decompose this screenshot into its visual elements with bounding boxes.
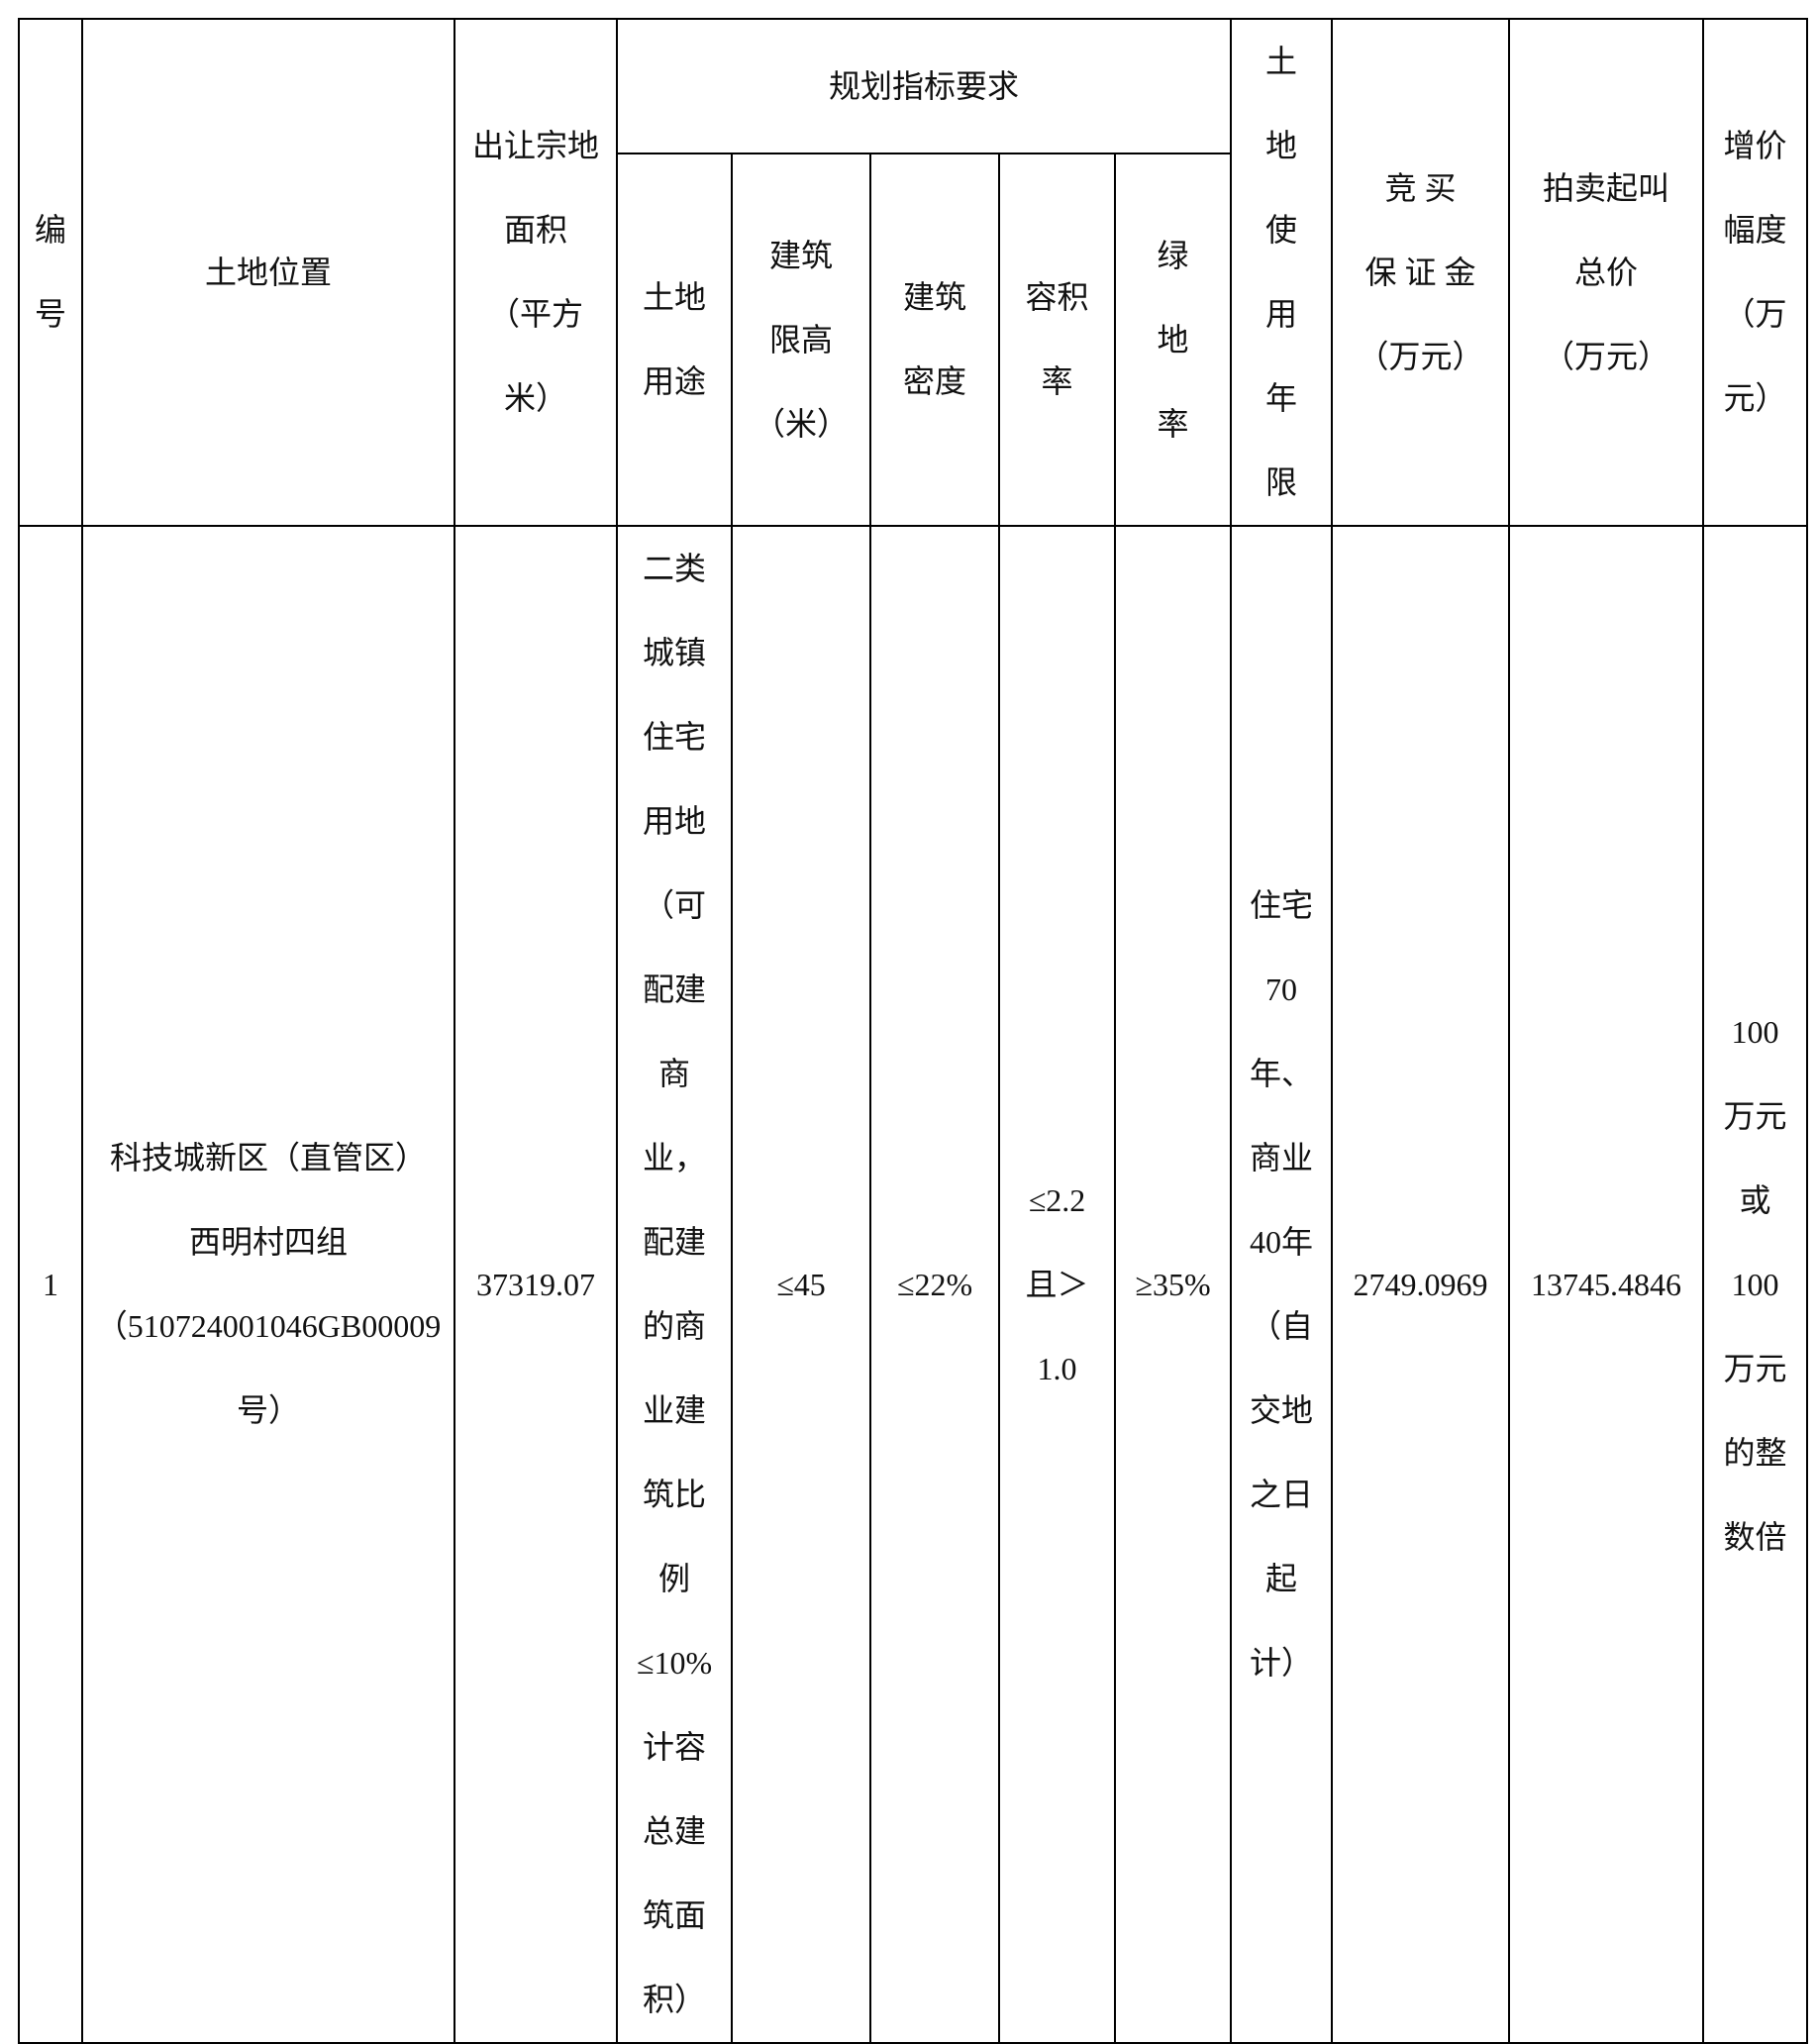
table-row: 1 科技城新区（直管区） 西明村四组 （510724001046GB00009 … <box>18 525 1809 2044</box>
cell-no: 1 <box>18 525 83 2044</box>
cell-start-price: 13745.4846 <box>1508 525 1705 2044</box>
cell-far: ≤2.2 且＞ 1.0 <box>998 525 1116 2044</box>
header-height: 建筑 限高 （米） <box>731 153 871 527</box>
cell-increment: 100 万元 或 100 万元 的整 数倍 <box>1702 525 1809 2044</box>
cell-density: ≤22% <box>869 525 1000 2044</box>
cell-deposit: 2749.0969 <box>1331 525 1511 2044</box>
header-use: 土地 用途 <box>616 153 733 527</box>
cell-location: 科技城新区（直管区） 西明村四组 （510724001046GB00009 号） <box>81 525 455 2044</box>
header-start-price: 拍卖起叫 总价 （万元） <box>1508 18 1705 527</box>
cell-term: 住宅 70 年、 商业 40年 （自 交地 之日 起 计） <box>1230 525 1334 2044</box>
header-term: 土 地 使 用 年 限 <box>1230 18 1334 527</box>
cell-area: 37319.07 <box>454 525 618 2044</box>
header-area: 出让宗地 面积 （平方 米） <box>454 18 618 527</box>
header-planning: 规划指标要求 <box>615 17 1233 155</box>
header-no: 编 号 <box>18 18 83 527</box>
header-location: 土地位置 <box>81 18 455 527</box>
cell-height: ≤45 <box>731 525 871 2044</box>
header-increment: 增价 幅度 （万 元） <box>1702 18 1809 527</box>
land-auction-table: 编 号 土地位置 出让宗地 面积 （平方 米） 规划指标要求 土 地 使 用 年… <box>18 17 1809 2044</box>
cell-green: ≥35% <box>1113 525 1233 2044</box>
cell-use: 二类 城镇 住宅 用地 （可 配建 商 业， 配建 的商 业建 筑比 例 ≤10… <box>616 525 733 2044</box>
header-deposit: 竞 买 保 证 金 （万元） <box>1331 18 1511 527</box>
header-density: 建筑 密度 <box>869 153 1000 527</box>
header-far: 容积 率 <box>998 153 1116 527</box>
header-green: 绿 地 率 <box>1113 153 1233 527</box>
